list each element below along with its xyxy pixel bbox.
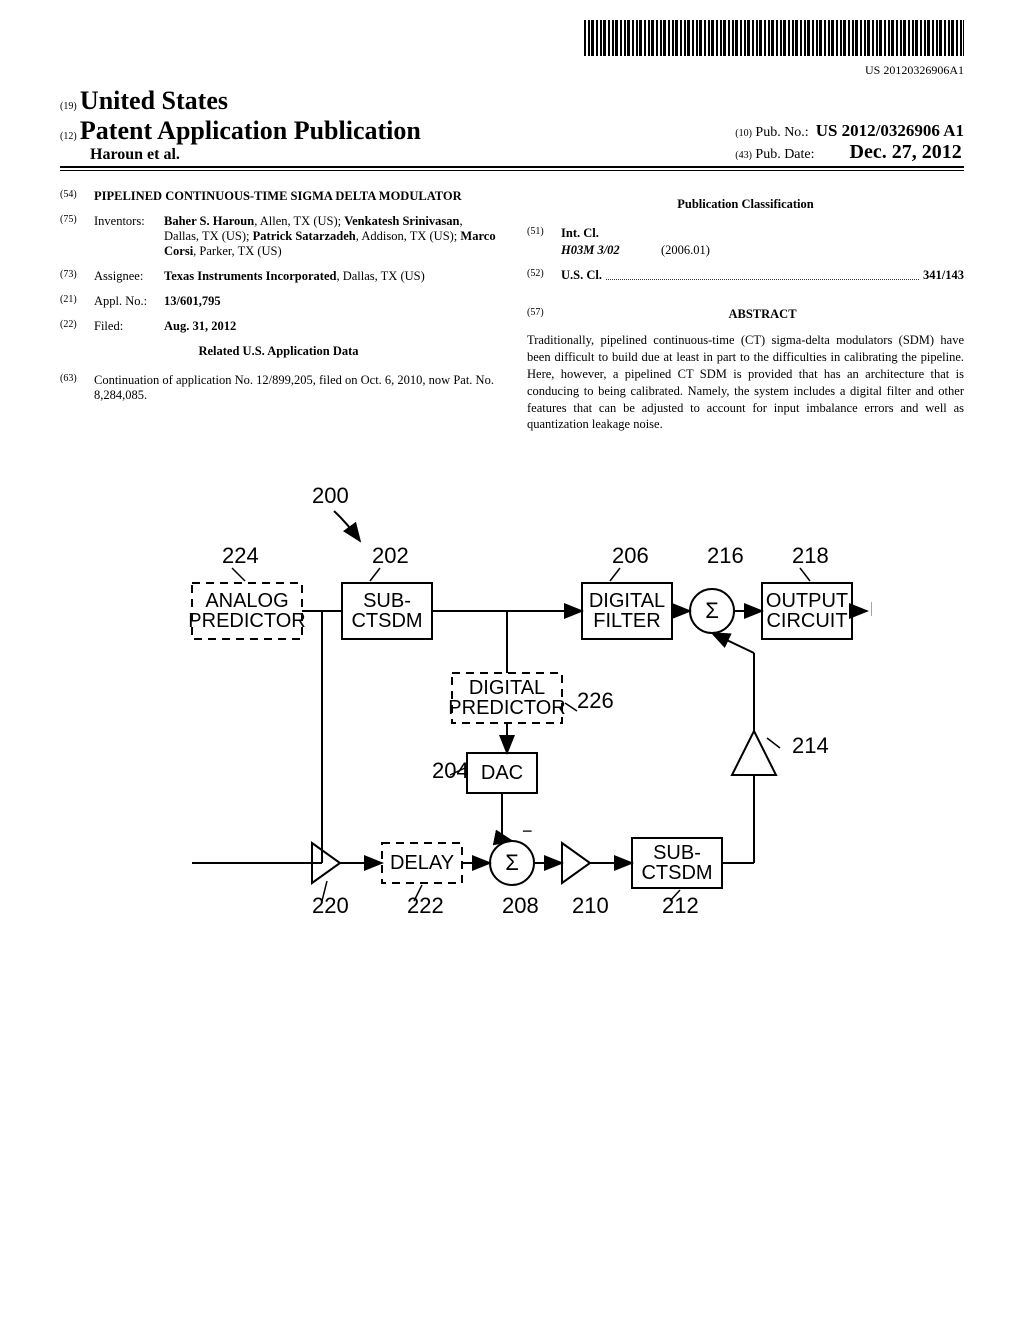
svg-text:226: 226 [577, 688, 614, 713]
pub-num: (12) [60, 131, 77, 142]
inventors-label: Inventors: [94, 214, 164, 259]
inventors-num: (75) [60, 214, 94, 259]
invention-title: PIPELINED CONTINUOUS-TIME SIGMA DELTA MO… [94, 189, 497, 204]
svg-text:DAC: DAC [481, 762, 523, 784]
svg-text:208: 208 [502, 893, 539, 918]
filed: Aug. 31, 2012 [164, 319, 497, 334]
country-num: (19) [60, 101, 77, 112]
assignee-num: (73) [60, 269, 94, 284]
svg-text:224: 224 [222, 543, 259, 568]
barcode [584, 20, 964, 56]
svg-text:DELAY: DELAY [390, 852, 454, 874]
right-column: Publication Classification (51) Int. Cl.… [527, 189, 964, 433]
barcode-region: US 20120326906A1 [60, 20, 964, 78]
svg-text:202: 202 [372, 543, 409, 568]
pubdate-label: Pub. Date: [755, 147, 814, 162]
assignee: Texas Instruments Incorporated, Dallas, … [164, 269, 497, 284]
barcode-label: US 20120326906A1 [60, 63, 964, 78]
svg-text:214: 214 [792, 733, 829, 758]
pubno-num: (10) [735, 128, 752, 139]
svg-text:210: 210 [572, 893, 609, 918]
svg-text:SUB-: SUB- [363, 590, 411, 612]
svg-text:222: 222 [407, 893, 444, 918]
svg-text:Σ: Σ [705, 598, 719, 623]
svg-text:CTSDM: CTSDM [641, 862, 712, 884]
svg-text:OUTPUT: OUTPUT [766, 590, 848, 612]
pub-title: Patent Application Publication [80, 116, 421, 145]
dotted-leader [606, 268, 919, 280]
svg-text:DOUT: DOUT [870, 599, 872, 621]
assignee-label: Assignee: [94, 269, 164, 284]
pubno: US 2012/0326906 A1 [816, 121, 964, 140]
pubdate-num: (43) [735, 150, 752, 161]
authors: Haroun et al. [90, 146, 180, 163]
svg-text:PREDICTOR: PREDICTOR [448, 697, 565, 719]
svg-text:220: 220 [312, 893, 349, 918]
uscl-label: U.S. Cl. [561, 268, 602, 283]
svg-text:ANALOG: ANALOG [205, 590, 288, 612]
intcl-num: (51) [527, 226, 561, 241]
svg-text:PREDICTOR: PREDICTOR [188, 610, 305, 632]
svg-text:SUB-: SUB- [653, 842, 701, 864]
svg-text:218: 218 [792, 543, 829, 568]
intcl-code: H03M 3/02 [561, 243, 661, 258]
svg-text:DIGITAL: DIGITAL [589, 590, 665, 612]
title-num: (54) [60, 189, 94, 204]
svg-text:FILTER: FILTER [593, 610, 660, 632]
classification-title: Publication Classification [527, 197, 964, 212]
intcl-date: (2006.01) [661, 243, 710, 258]
filed-num: (22) [60, 319, 94, 334]
svg-text:CIRCUIT: CIRCUIT [766, 610, 847, 632]
continuation: Continuation of application No. 12/899,2… [94, 373, 497, 403]
svg-text:−: − [522, 821, 533, 841]
svg-text:200: 200 [312, 483, 349, 508]
intcl-label: Int. Cl. [561, 226, 599, 241]
country: United States [80, 86, 228, 115]
block-diagram: 200ANALOGPREDICTOR224SUB-CTSDM202DIGITAL… [152, 463, 872, 943]
filed-label: Filed: [94, 319, 164, 334]
body-columns: (54) PIPELINED CONTINUOUS-TIME SIGMA DEL… [60, 189, 964, 433]
abstract-num: (57) [527, 307, 561, 322]
svg-text:212: 212 [662, 893, 699, 918]
svg-text:Σ: Σ [505, 850, 519, 875]
svg-text:204: 204 [432, 758, 469, 783]
diagram-container: 200ANALOGPREDICTOR224SUB-CTSDM202DIGITAL… [60, 463, 964, 947]
pubdate: Dec. 27, 2012 [850, 141, 962, 163]
left-column: (54) PIPELINED CONTINUOUS-TIME SIGMA DEL… [60, 189, 497, 433]
appl-num: (21) [60, 294, 94, 309]
appl-label: Appl. No.: [94, 294, 164, 309]
cont-num: (63) [60, 373, 94, 403]
svg-text:216: 216 [707, 543, 744, 568]
related-title: Related U.S. Application Data [60, 344, 497, 359]
inventors: Baher S. Haroun, Allen, TX (US); Venkate… [164, 214, 497, 259]
abstract-text: Traditionally, pipelined continuous-time… [527, 332, 964, 433]
svg-text:CTSDM: CTSDM [351, 610, 422, 632]
abstract-label: ABSTRACT [561, 307, 964, 322]
svg-text:206: 206 [612, 543, 649, 568]
uscl-code: 341/143 [923, 268, 964, 283]
patent-header: (19) United States (12) Patent Applicati… [60, 86, 964, 171]
uscl-num: (52) [527, 268, 561, 283]
svg-text:DIGITAL: DIGITAL [469, 677, 545, 699]
appl: 13/601,795 [164, 294, 497, 309]
pubno-label: Pub. No.: [755, 125, 808, 140]
